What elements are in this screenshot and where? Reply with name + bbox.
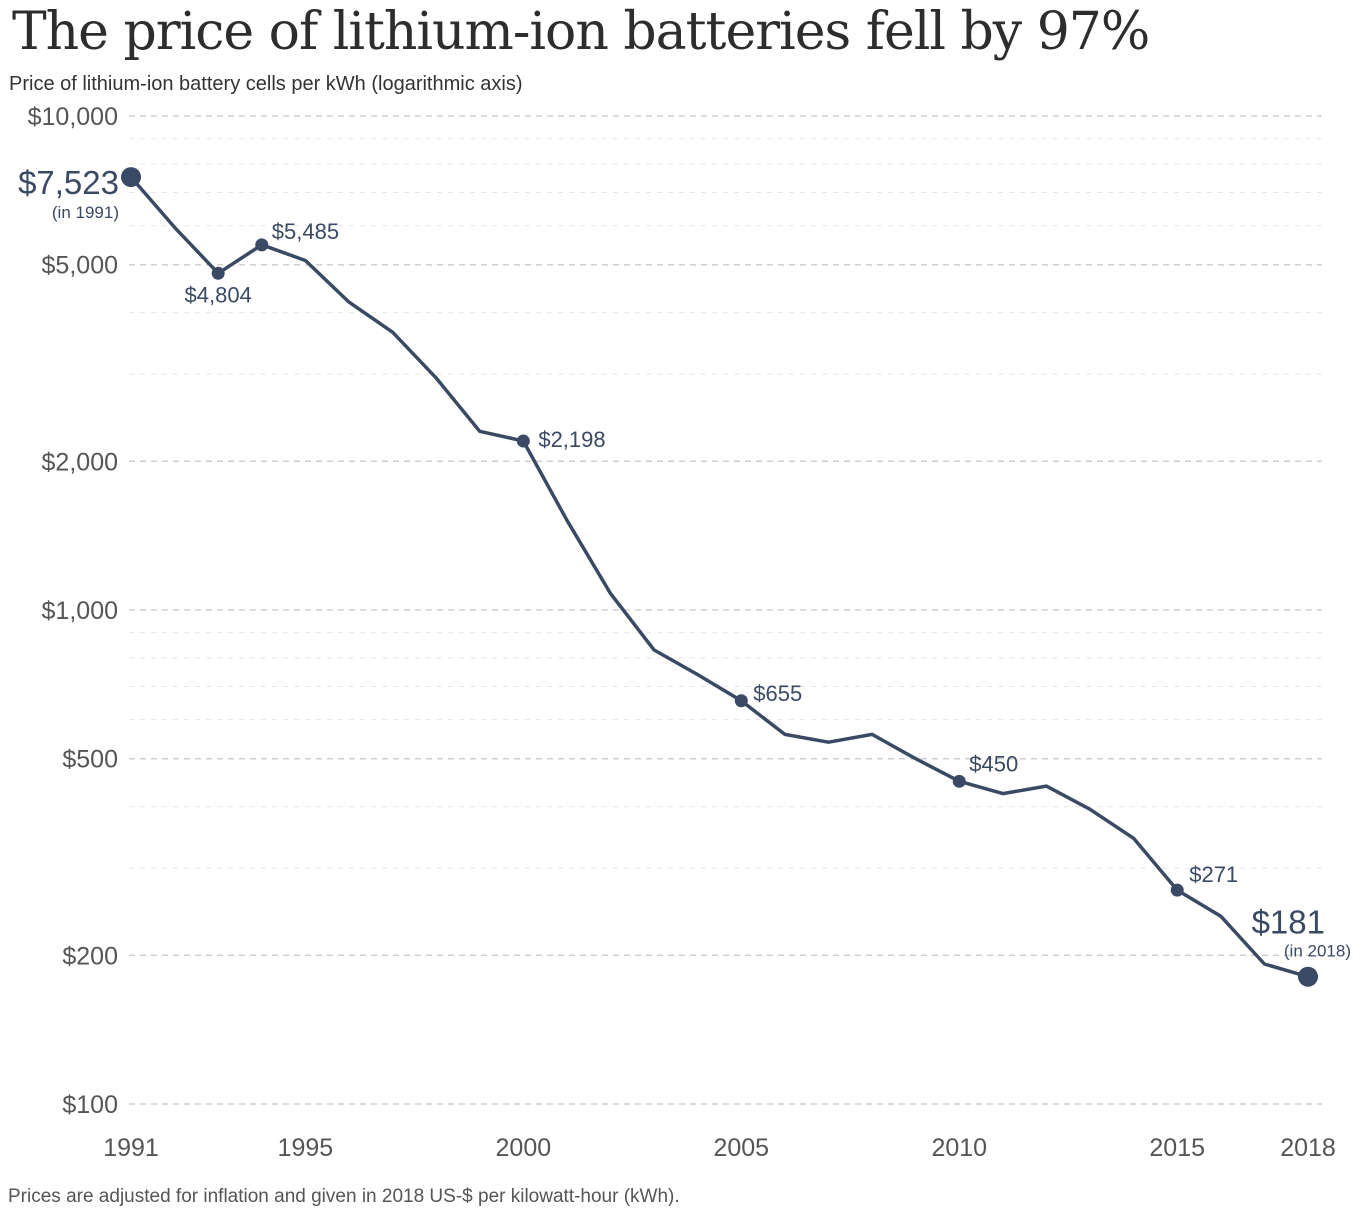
y-axis-ticks: $10,000 $5,000 $2,000 $1,000 $500 $200 $100 [28, 103, 118, 1119]
data-point-marker [1170, 883, 1184, 897]
data-point-marker [734, 694, 748, 708]
y-tick-label: $1,000 [42, 597, 118, 625]
x-tick-label: 2018 [1280, 1134, 1336, 1162]
data-point-marker [952, 774, 966, 788]
data-label: $2,198 [538, 427, 605, 452]
data-point-marker [121, 167, 141, 188]
data-point-marker [255, 238, 269, 252]
data-label: $450 [969, 751, 1018, 776]
data-point-marker [211, 266, 225, 280]
y-tick-label: $5,000 [42, 252, 118, 280]
x-tick-label: 1995 [278, 1134, 334, 1162]
chart-subtitle: Price of lithium-ion battery cells per k… [9, 73, 523, 95]
data-label: $5,485 [272, 219, 339, 244]
x-tick-label: 2005 [713, 1134, 769, 1162]
data-label: $271 [1189, 862, 1238, 887]
data-point-marker [516, 434, 530, 448]
x-axis-ticks: 1991 1995 2000 2005 2010 2015 2018 [103, 1134, 1336, 1162]
data-label: $181 [1252, 904, 1325, 941]
data-point-marker [1298, 966, 1318, 987]
data-label: $4,804 [185, 282, 252, 307]
y-tick-label: $10,000 [28, 103, 118, 131]
gridlines [129, 115, 1322, 1105]
data-sublabel: (in 2018) [1284, 942, 1351, 961]
x-tick-label: 2000 [496, 1134, 552, 1162]
chart-footnote: Prices are adjusted for inflation and gi… [8, 1186, 680, 1207]
y-tick-label: $500 [62, 746, 118, 774]
chart-title: The price of lithium-ion batteries fell … [12, 2, 1150, 62]
x-tick-label: 2015 [1149, 1134, 1205, 1162]
x-tick-label: 1991 [103, 1134, 159, 1162]
data-sublabel: (in 1991) [52, 203, 119, 222]
series-layer [129, 175, 1310, 979]
data-label: $7,523 [18, 164, 119, 201]
data-label: $655 [753, 681, 802, 706]
y-tick-label: $2,000 [42, 448, 118, 476]
y-tick-label: $200 [62, 942, 118, 970]
series-line [129, 175, 1310, 979]
y-tick-label: $100 [62, 1091, 118, 1119]
x-tick-label: 2010 [931, 1134, 987, 1162]
annotations-layer: $7,523 (in 1991) $4,804 $5,485 $2,198 $655 $45… [18, 164, 1351, 987]
